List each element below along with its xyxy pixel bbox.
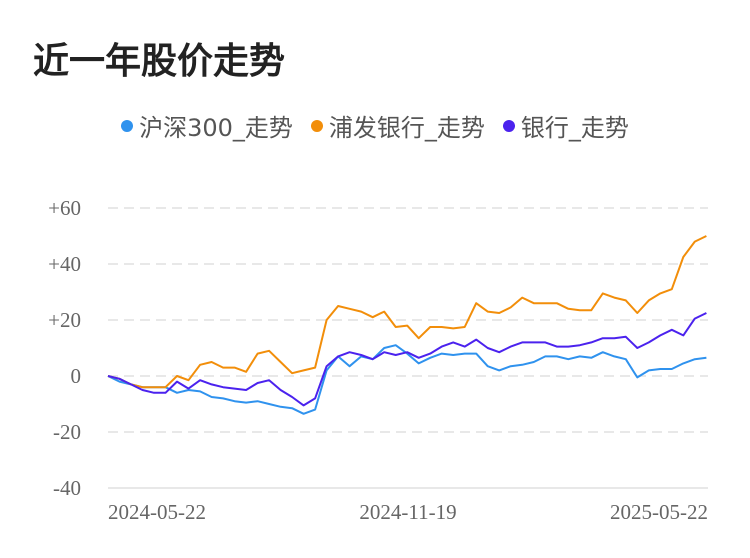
series-line-spdb: [107, 235, 707, 389]
legend: 沪深300_走势 浦发银行_走势 银行_走势: [0, 108, 750, 143]
legend-label: 银行_走势: [520, 114, 629, 142]
y-tick-label: +40: [48, 252, 81, 276]
legend-label: 沪深300_走势: [139, 114, 293, 142]
x-tick-label: 2025-05-22: [610, 500, 708, 524]
chart-title: 近一年股价走势: [33, 41, 286, 82]
y-tick-label: 0: [71, 364, 82, 388]
x-tick-label: 2024-05-22: [108, 500, 206, 524]
y-tick-label: +60: [48, 196, 81, 220]
legend-marker-spdb: [310, 119, 323, 132]
series-line-hs300: [107, 344, 707, 415]
legend-label: 浦发银行_走势: [328, 114, 485, 142]
legend-marker-hs300: [121, 119, 134, 132]
legend-item-bank[interactable]: 银行_走势: [502, 108, 629, 143]
legend-item-spdb[interactable]: 浦发银行_走势: [310, 108, 485, 143]
legend-marker-bank: [502, 119, 515, 132]
legend-item-hs300[interactable]: 沪深300_走势: [121, 108, 293, 143]
series-line-bank: [107, 312, 707, 407]
y-tick-label: -20: [53, 420, 81, 444]
x-tick-label: 2024-11-19: [359, 500, 456, 524]
y-tick-label: -40: [53, 476, 81, 500]
y-tick-label: +20: [48, 308, 81, 332]
